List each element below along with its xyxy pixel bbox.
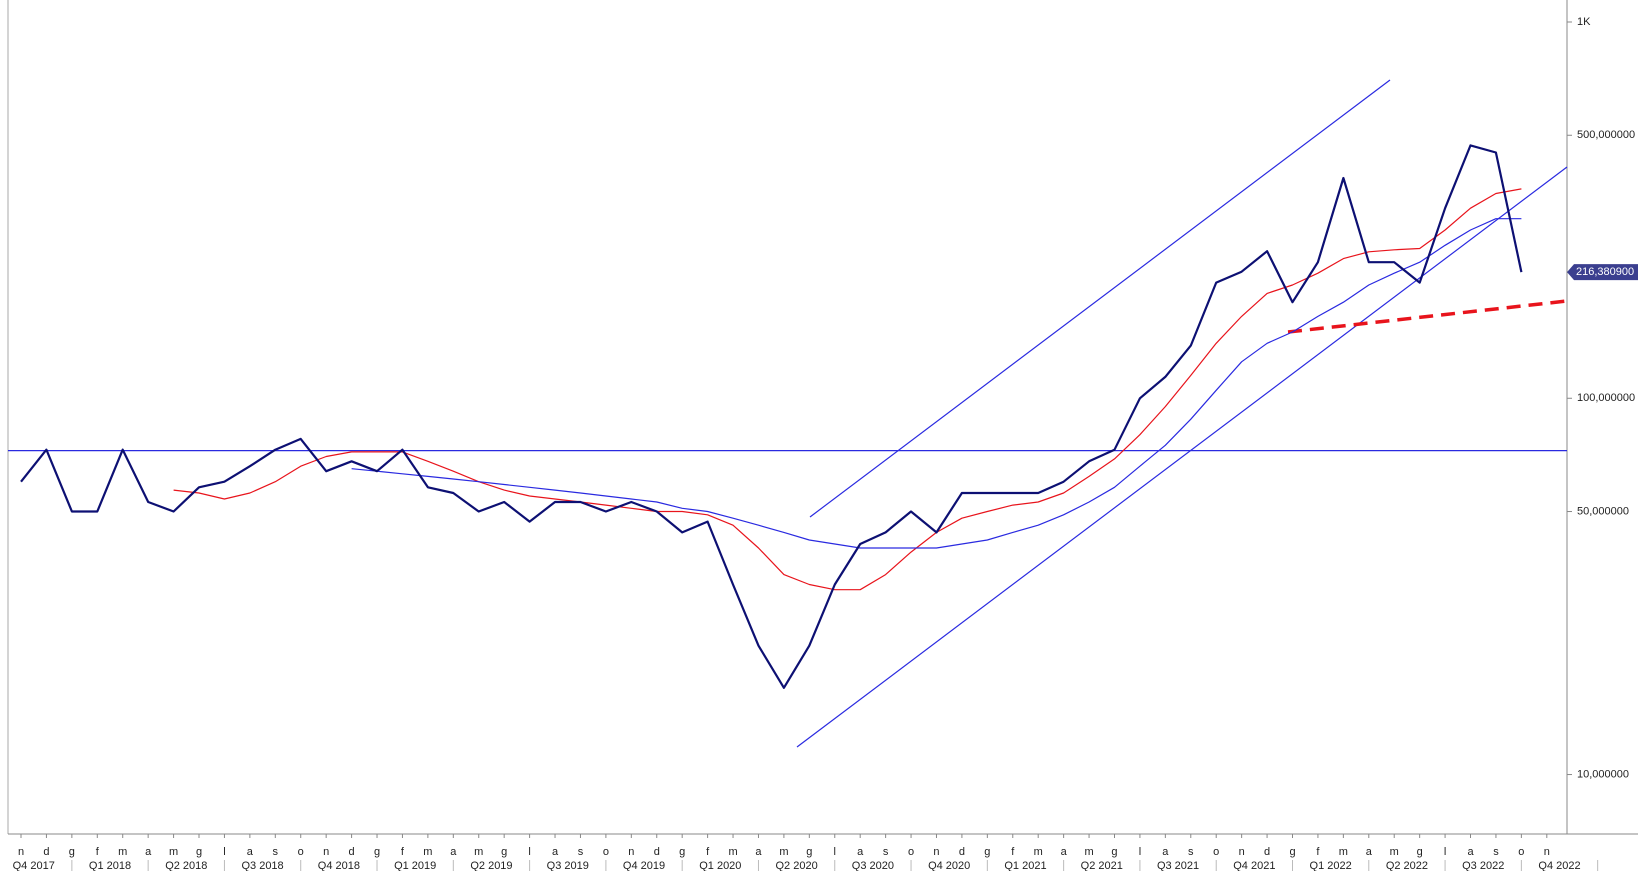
series-line	[20, 144, 1523, 689]
x-tick-label: l	[1139, 846, 1141, 858]
quarter-label: Q4 2021	[1233, 860, 1275, 871]
x-tick-label: a	[1061, 846, 1068, 858]
quarter-label: Q2 2022	[1386, 860, 1428, 871]
x-tick-label: m	[474, 846, 483, 858]
quarter-label: Q2 2020	[776, 860, 818, 871]
x-tick-label: d	[349, 846, 355, 858]
x-tick-label: a	[1162, 846, 1169, 858]
y-tick-label: 100,000000	[1577, 392, 1635, 404]
x-tick-label: m	[1390, 846, 1399, 858]
y-tick-label: 10,000000	[1577, 768, 1629, 780]
quarter-label: Q4 2019	[623, 860, 665, 871]
x-tick-label: g	[374, 846, 380, 858]
x-tick-label: a	[450, 846, 457, 858]
last-value-label: 216,380900	[1576, 266, 1634, 278]
quarter-label: Q4 2018	[318, 860, 360, 871]
channel-lower	[796, 166, 1568, 748]
x-tick-label: f	[706, 846, 710, 858]
x-tick-label: f	[96, 846, 100, 858]
x-tick-label: a	[1366, 846, 1373, 858]
x-tick-label: g	[501, 846, 507, 858]
x-tick-label: s	[1493, 846, 1499, 858]
quarter-label: Q1 2022	[1310, 860, 1352, 871]
x-tick-label: a	[552, 846, 559, 858]
x-tick-label: l	[528, 846, 530, 858]
x-tick-label: g	[679, 846, 685, 858]
quarter-label: Q3 2021	[1157, 860, 1199, 871]
x-tick-label: a	[1467, 846, 1474, 858]
x-tick-label: g	[1111, 846, 1117, 858]
x-tick-label: o	[1213, 846, 1219, 858]
x-tick-label: d	[959, 846, 965, 858]
quarter-label: Q1 2019	[394, 860, 436, 871]
x-tick-label: g	[1289, 846, 1295, 858]
x-tick-label: n	[1239, 846, 1245, 858]
channel-upper	[809, 79, 1391, 518]
x-tick-label: d	[1264, 846, 1270, 858]
x-tick-label: m	[423, 846, 432, 858]
x-tick-label: s	[1188, 846, 1194, 858]
x-tick-label: a	[857, 846, 864, 858]
x-tick-label: n	[933, 846, 939, 858]
x-tick-label: o	[908, 846, 914, 858]
x-tick-label: o	[298, 846, 304, 858]
x-tick-label: s	[883, 846, 889, 858]
quarter-label: Q3 2020	[852, 860, 894, 871]
x-tick-label: s	[578, 846, 584, 858]
x-tick-label: s	[273, 846, 279, 858]
x-tick-label: m	[1084, 846, 1093, 858]
x-tick-label: g	[69, 846, 75, 858]
x-tick-label: m	[779, 846, 788, 858]
support-line	[1287, 299, 1568, 334]
x-tick-label: m	[118, 846, 127, 858]
x-tick-label: n	[628, 846, 634, 858]
x-tick-label: n	[323, 846, 329, 858]
x-tick-label: o	[603, 846, 609, 858]
x-tick-label: f	[1011, 846, 1015, 858]
x-tick-label: m	[169, 846, 178, 858]
x-tick-label: l	[834, 846, 836, 858]
x-tick-label: f	[401, 846, 405, 858]
quarter-label: Q4 2017	[13, 860, 55, 871]
quarter-label: Q4 2020	[928, 860, 970, 871]
quarter-label: Q2 2021	[1081, 860, 1123, 871]
x-tick-label: l	[223, 846, 225, 858]
y-tick-label: 50,000000	[1577, 505, 1629, 517]
last-value-box	[1567, 264, 1638, 281]
quarter-label: Q1 2018	[89, 860, 131, 871]
x-tick-label: f	[1316, 846, 1320, 858]
series-line	[351, 218, 1522, 549]
x-tick-label: m	[1034, 846, 1043, 858]
quarter-label: Q3 2018	[241, 860, 283, 871]
x-tick-label: d	[654, 846, 660, 858]
x-tick-label: n	[1544, 846, 1550, 858]
x-tick-label: a	[247, 846, 254, 858]
x-tick-label: g	[984, 846, 990, 858]
y-tick-label: 1K	[1577, 16, 1591, 28]
x-tick-label: l	[1444, 846, 1446, 858]
quarter-label: Q3 2019	[547, 860, 589, 871]
x-tick-label: d	[43, 846, 49, 858]
quarter-label: Q2 2019	[470, 860, 512, 871]
quarter-label: Q2 2018	[165, 860, 207, 871]
quarter-label: Q3 2022	[1462, 860, 1504, 871]
quarter-label: Q4 2022	[1538, 860, 1580, 871]
x-tick-label: a	[145, 846, 152, 858]
x-tick-label: m	[1339, 846, 1348, 858]
quarter-label: Q1 2021	[1004, 860, 1046, 871]
x-tick-label: n	[18, 846, 24, 858]
x-tick-label: o	[1518, 846, 1524, 858]
x-tick-label: g	[1417, 846, 1423, 858]
x-tick-label: m	[728, 846, 737, 858]
x-tick-label: a	[755, 846, 762, 858]
quarter-label: Q1 2020	[699, 860, 741, 871]
x-tick-label: g	[806, 846, 812, 858]
x-tick-label: g	[196, 846, 202, 858]
y-tick-label: 500,000000	[1577, 129, 1635, 141]
